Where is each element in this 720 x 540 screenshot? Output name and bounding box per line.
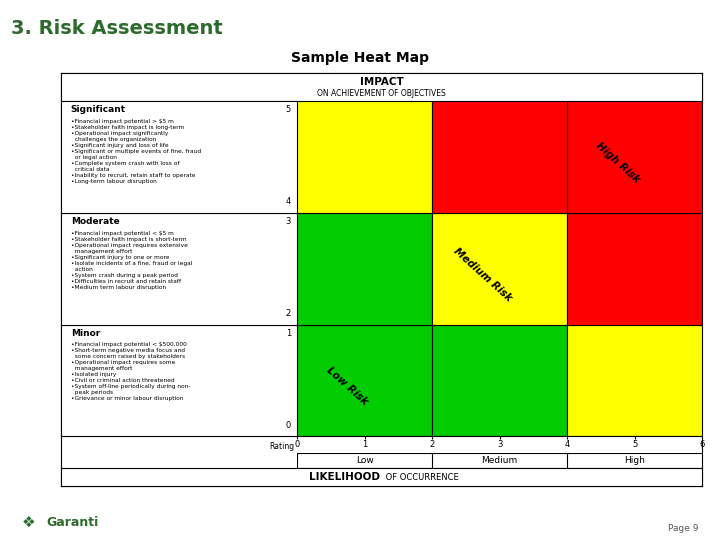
Text: •Financial impact potential > $5 m
•Stakeholder faith impact is long-term
•Opera: •Financial impact potential > $5 m •Stak… [71, 119, 201, 184]
Text: 5: 5 [286, 105, 291, 114]
Text: Page 9: Page 9 [668, 524, 698, 532]
Text: Low Risk: Low Risk [325, 365, 370, 407]
Bar [297, 213, 432, 325]
Bar [297, 325, 432, 436]
Text: 2: 2 [286, 309, 291, 318]
Text: High Risk: High Risk [594, 140, 642, 185]
Bar [297, 101, 432, 213]
Bar [432, 101, 567, 213]
Text: 4: 4 [286, 197, 291, 206]
Text: Rating: Rating [269, 442, 294, 450]
Text: Significant: Significant [71, 105, 126, 114]
Text: Low: Low [356, 456, 374, 465]
Text: ON ACHIEVEMENT OF OBJECTIVES: ON ACHIEVEMENT OF OBJECTIVES [318, 89, 446, 98]
Text: Moderate: Moderate [71, 217, 120, 226]
Text: 0: 0 [286, 421, 291, 430]
Text: High: High [624, 456, 645, 465]
Bar [432, 213, 567, 325]
Text: •Financial impact potential < $5 m
•Stakeholder faith impact is short-term
•Oper: •Financial impact potential < $5 m •Stak… [71, 231, 192, 289]
Text: Sample Heat Map: Sample Heat Map [291, 51, 429, 65]
Text: Medium Risk: Medium Risk [451, 246, 513, 303]
Text: ❖: ❖ [22, 515, 35, 530]
Text: OF OCCURRENCE: OF OCCURRENCE [383, 472, 459, 482]
Text: 1: 1 [286, 329, 291, 338]
Bar [567, 325, 702, 436]
Text: •Financial impact potential < $500,000
•Short-term negative media focus and
  so: •Financial impact potential < $500,000 •… [71, 342, 190, 401]
Bar [567, 101, 702, 213]
Text: Minor: Minor [71, 329, 100, 338]
Bar [567, 213, 702, 325]
Text: IMPACT: IMPACT [360, 77, 403, 87]
Bar [432, 325, 567, 436]
Text: Garanti: Garanti [47, 516, 99, 529]
Text: 3. Risk Assessment: 3. Risk Assessment [11, 19, 222, 38]
Text: LIKELIHOOD: LIKELIHOOD [310, 472, 380, 482]
Text: 3: 3 [286, 217, 291, 226]
Text: Medium: Medium [482, 456, 518, 465]
